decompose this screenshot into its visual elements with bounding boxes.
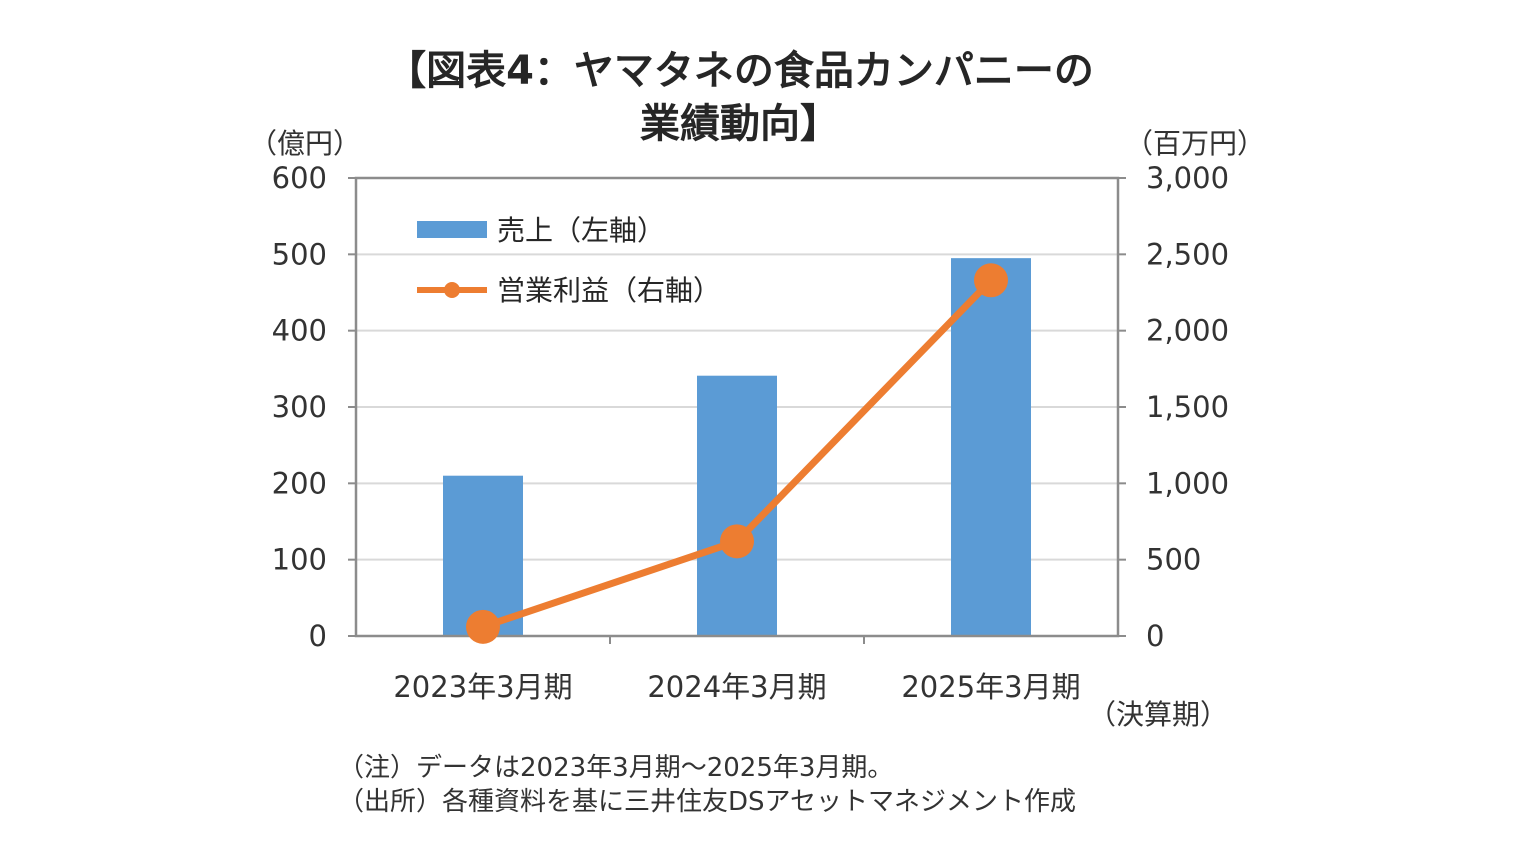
right-tick-label: 3,000: [1146, 161, 1229, 195]
legend: 売上（左軸） 営業利益（右軸）: [417, 214, 721, 307]
bar-sales: [443, 475, 523, 636]
right-axis-tick-labels: 0 500 1,000 1,500 2,000 2,500 3,000: [1146, 161, 1229, 653]
point-operating-profit: [720, 524, 754, 559]
chart-title-line-1: 【図表4：ヤマタネの食品カンパニーの: [386, 48, 1094, 94]
x-tick-label: 2025年3月期: [901, 670, 1080, 704]
legend-label-sales: 売上（左軸）: [497, 214, 665, 247]
legend-swatch-operating-profit-marker: [444, 282, 460, 298]
legend-swatch-sales: [417, 221, 487, 238]
sales-bars: [443, 258, 1031, 636]
x-tick-label: 2024年3月期: [647, 670, 826, 704]
right-tick-label: 2,500: [1146, 237, 1229, 271]
point-operating-profit: [466, 609, 500, 644]
right-tick-label: 1,000: [1146, 466, 1229, 500]
right-tick-label: 0: [1146, 619, 1164, 653]
left-axis-unit: （億円）: [249, 127, 361, 160]
left-tick-label: 100: [272, 543, 327, 577]
x-tick-label: 2023年3月期: [393, 670, 572, 704]
right-tick-label: 2,000: [1146, 314, 1229, 348]
left-tick-label: 500: [272, 237, 327, 271]
x-axis-tick-labels: 2023年3月期 2024年3月期 2025年3月期: [393, 670, 1080, 704]
left-tick-label: 200: [272, 466, 327, 500]
right-tick-label: 1,500: [1146, 390, 1229, 424]
left-tick-label: 300: [272, 390, 327, 424]
point-operating-profit: [974, 263, 1008, 298]
x-axis-unit: （決算期）: [1088, 698, 1228, 731]
legend-label-operating-profit: 営業利益（右軸）: [497, 274, 721, 307]
footnote-source: （出所）各種資料を基に三井住友DSアセットマネジメント作成: [338, 787, 1076, 817]
right-tick-label: 500: [1146, 543, 1201, 577]
footnote-note: （注）データは2023年3月期～2025年3月期。: [338, 753, 893, 783]
chart-title-line-2: 業績動向】: [640, 101, 840, 147]
bar-sales: [951, 258, 1031, 636]
bar-sales: [697, 375, 777, 636]
right-axis-unit: （百万円）: [1125, 127, 1265, 160]
axis-tick-marks: [348, 177, 1126, 644]
left-tick-label: 600: [272, 161, 327, 195]
left-tick-label: 0: [309, 619, 327, 653]
operating-profit-line: [466, 263, 1008, 644]
left-axis-tick-labels: 0 100 200 300 400 500 600: [272, 161, 327, 653]
left-tick-label: 400: [272, 314, 327, 348]
